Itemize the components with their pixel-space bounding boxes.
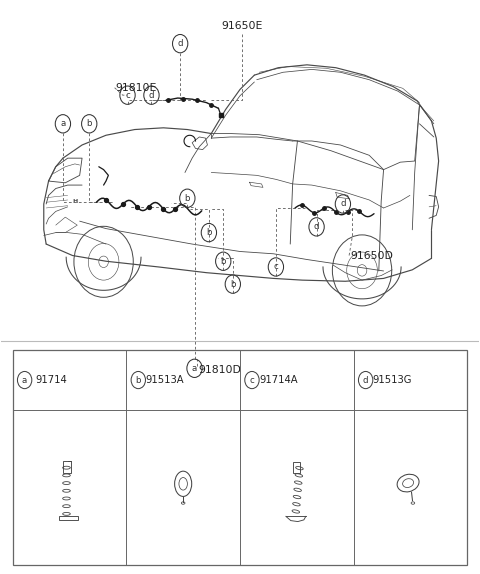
Text: d: d xyxy=(363,375,368,385)
Text: c: c xyxy=(250,375,254,385)
Text: d: d xyxy=(314,222,319,231)
Text: 91714A: 91714A xyxy=(259,375,298,385)
Text: c: c xyxy=(274,262,278,272)
Text: 91810D: 91810D xyxy=(198,365,241,375)
Text: d: d xyxy=(340,200,346,208)
Text: 91714: 91714 xyxy=(35,375,67,385)
Text: c: c xyxy=(125,91,130,100)
Text: b: b xyxy=(220,257,226,266)
Text: a: a xyxy=(60,119,66,129)
Text: d: d xyxy=(149,91,154,100)
Bar xyxy=(12,350,468,565)
Text: 91513A: 91513A xyxy=(145,375,184,385)
Text: 91810E: 91810E xyxy=(116,83,157,93)
Text: 91650D: 91650D xyxy=(350,250,393,261)
Text: b: b xyxy=(230,280,236,289)
Text: H: H xyxy=(72,199,77,204)
Text: d: d xyxy=(178,39,183,48)
Bar xyxy=(63,461,71,473)
Text: b: b xyxy=(86,119,92,129)
Bar xyxy=(59,515,78,520)
Text: b: b xyxy=(185,194,190,203)
Text: b: b xyxy=(206,228,212,237)
Text: a: a xyxy=(22,375,27,385)
Bar xyxy=(293,461,300,472)
Text: b: b xyxy=(135,375,141,385)
Text: a: a xyxy=(192,364,197,373)
Text: 91650E: 91650E xyxy=(222,21,263,32)
Text: 91513G: 91513G xyxy=(372,375,412,385)
